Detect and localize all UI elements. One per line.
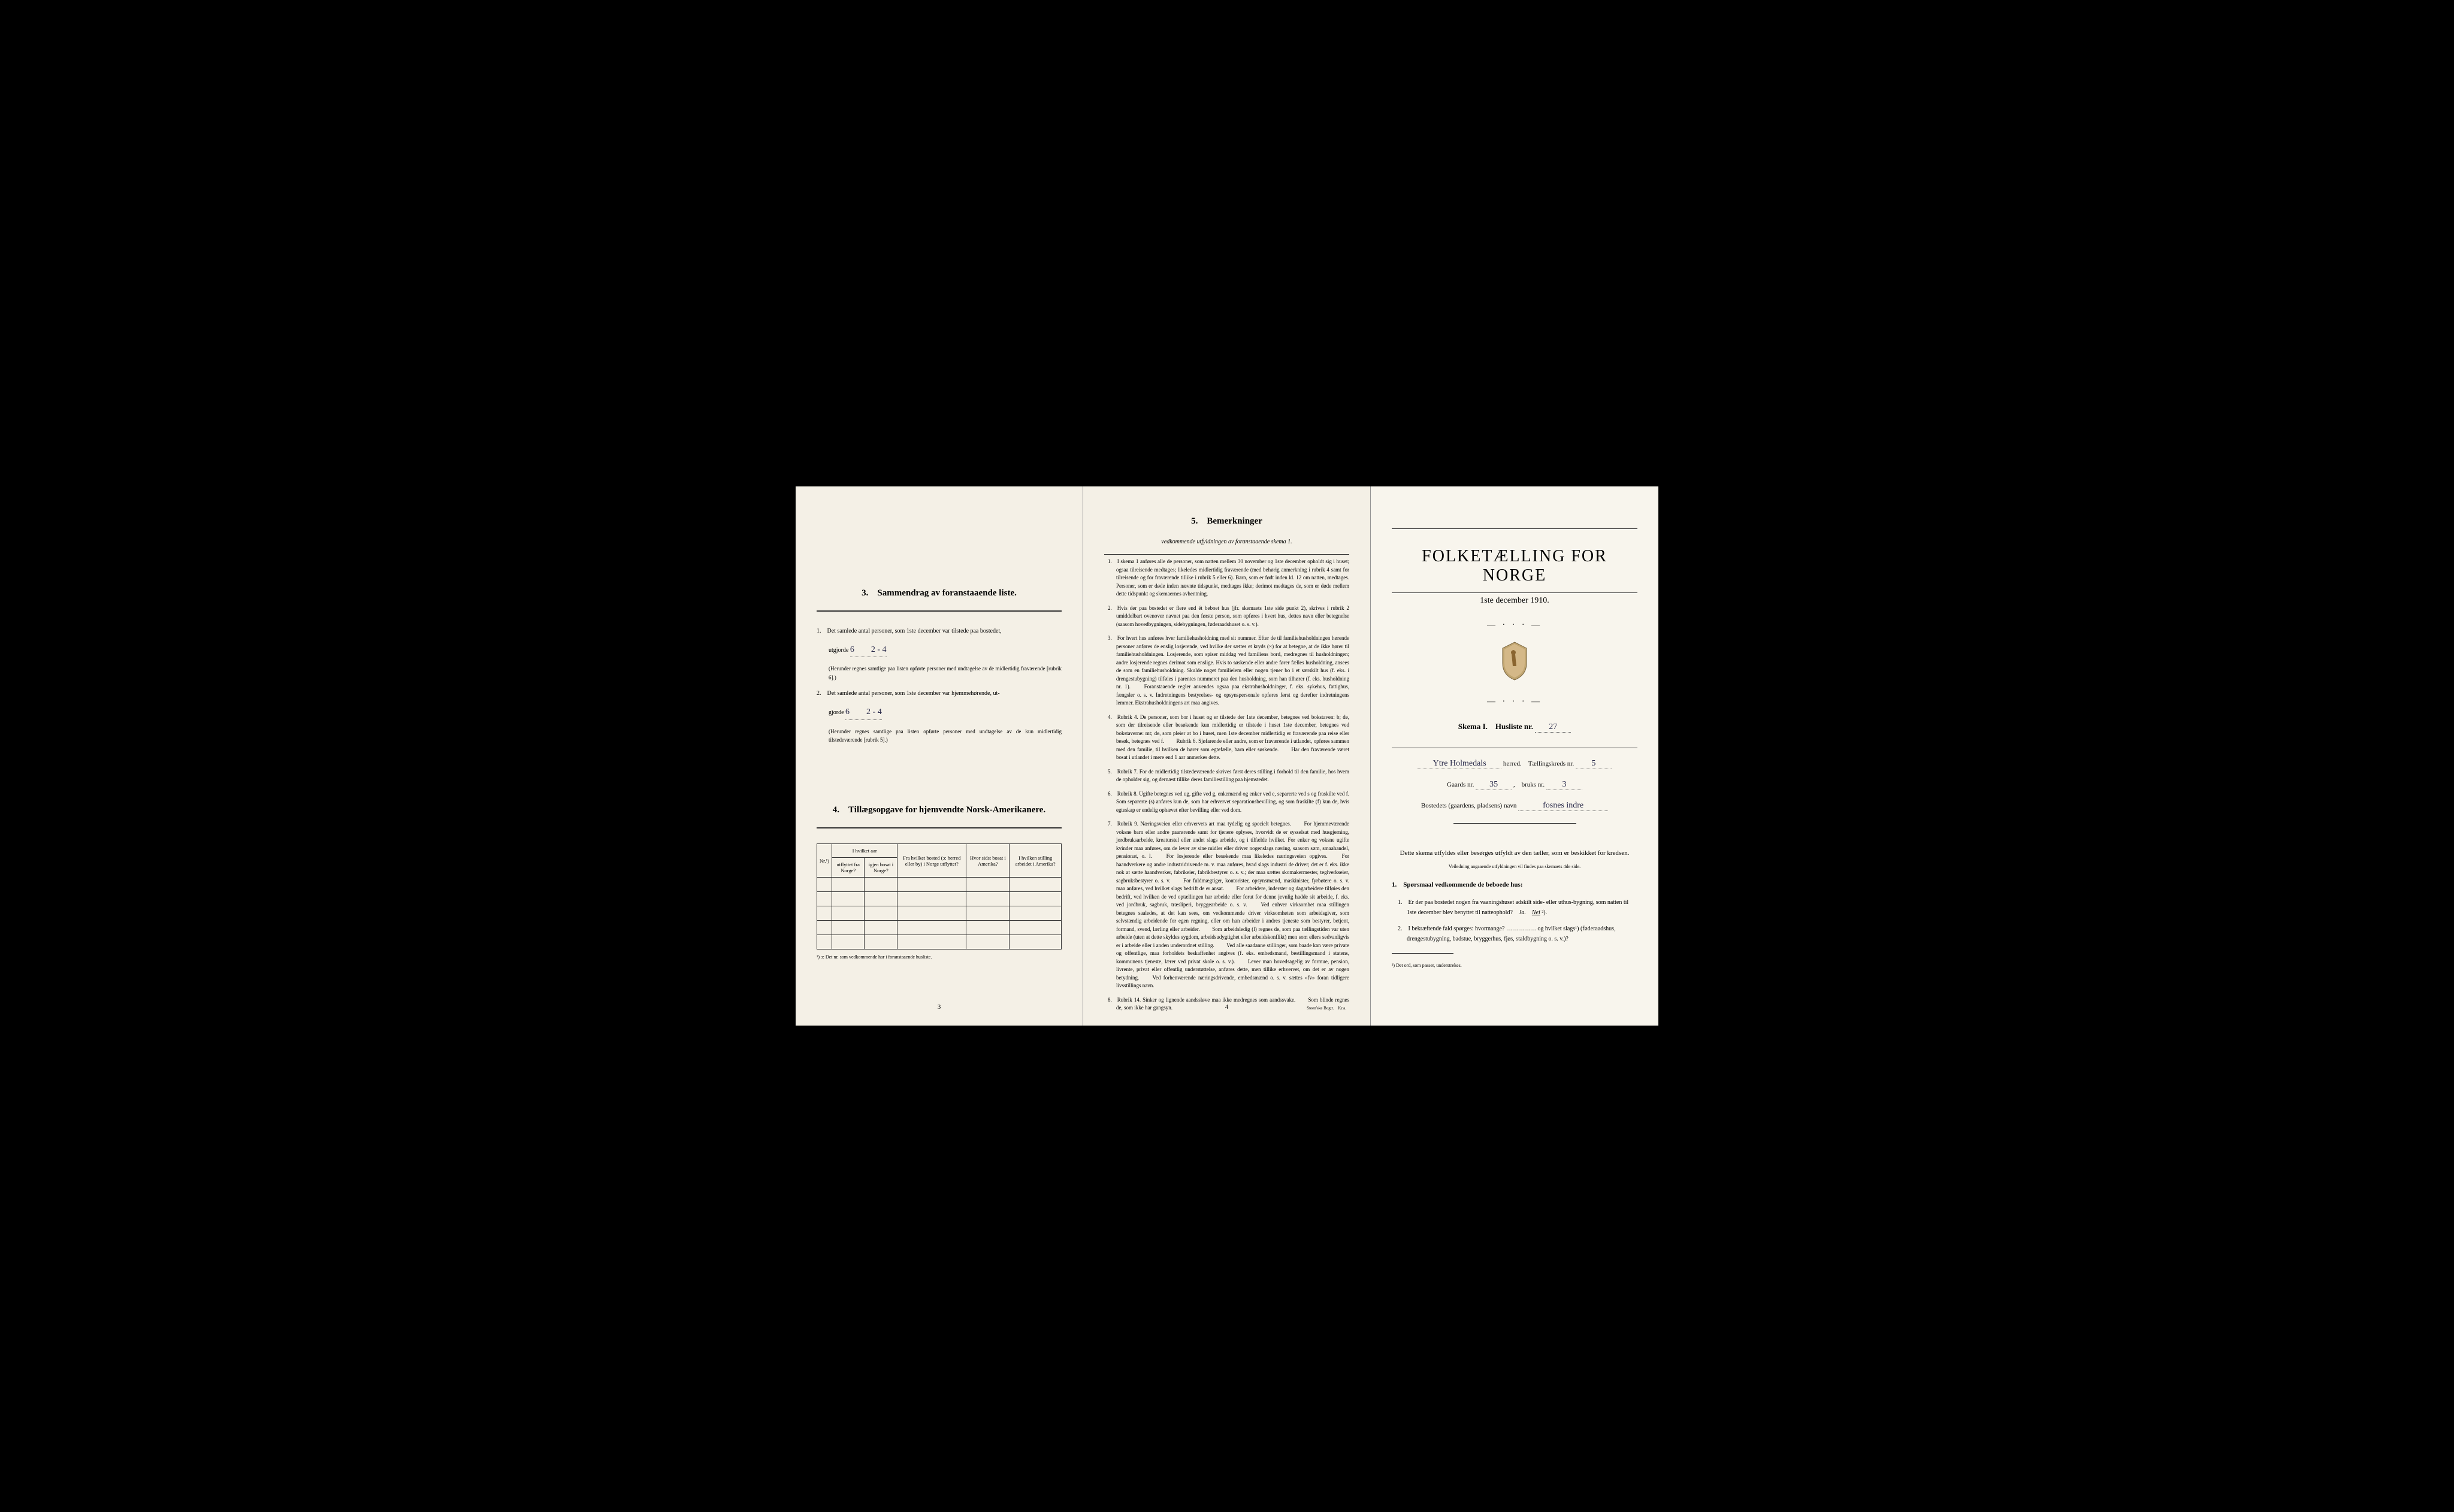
bemerkning-item: 7. Rubrik 9. Næringsveien eller erhverve… — [1104, 820, 1349, 990]
section4-title: 4. Tillægsopgave for hjemvendte Norsk-Am… — [817, 805, 1062, 815]
table-row — [817, 878, 1062, 892]
gaards-line: Gaards nr. 35 , bruks nr. 3 — [1392, 780, 1637, 790]
section3-title: 3. Sammendrag av foranstaaende liste. — [817, 588, 1062, 598]
herred-handwritten: Ytre Holmedals — [1418, 759, 1501, 769]
page-number: 3 — [938, 1003, 941, 1011]
question-heading: 1. Spørsmaal vedkommende de beboede hus: — [1392, 881, 1637, 888]
table-footnote: ¹) ɔ: Det nr. som vedkommende har i fora… — [817, 954, 1062, 960]
divider — [1104, 554, 1349, 555]
table-row — [817, 892, 1062, 906]
divider — [1392, 953, 1453, 954]
bemerkning-item: 5. Rubrik 7. For de midlertidig tilstede… — [1104, 768, 1349, 784]
footnote: ²) Det ord, som passer, understrekes. — [1392, 963, 1637, 968]
q-head-text: 1. Spørsmaal vedkommende de beboede hus: — [1392, 881, 1523, 888]
intro-sub: Veiledning angaaende utfyldningen vil fi… — [1392, 864, 1637, 869]
th-bosat: igjen bosat i Norge? — [865, 858, 897, 878]
ornament: — · · · — — [1392, 697, 1637, 707]
printer-credit: Steen'ske Bogtr. Kr.a. — [1307, 1006, 1346, 1011]
page-middle: 5. Bemerkninger vedkommende utfyldningen… — [1083, 486, 1371, 1026]
th-nr: Nr.¹) — [817, 844, 832, 878]
item2-text: 2. Det samlede antal personer, som 1ste … — [817, 689, 1062, 698]
bemerkning-item: 4. Rubrik 4. De personer, som bor i huse… — [1104, 713, 1349, 762]
gaards-number: 35 — [1476, 780, 1512, 790]
page-left: 3. Sammendrag av foranstaaende liste. 1.… — [796, 486, 1083, 1026]
item1-label: utgjorde — [829, 647, 848, 654]
gaards-label: Gaards nr. — [1447, 781, 1474, 788]
question-1: 1. Er der paa bostedet nogen fra vaaning… — [1392, 897, 1637, 918]
herred-label: herred. Tællingskreds nr. — [1503, 760, 1574, 767]
bruks-label: , bruks nr. — [1513, 781, 1545, 788]
herred-line: Ytre Holmedals herred. Tællingskreds nr.… — [1392, 759, 1637, 769]
item1-handwritten: 6 2 - 4 — [850, 643, 887, 657]
amerikaner-table: Nr.¹) I hvilket aar Fra hvilket bosted (… — [817, 843, 1062, 949]
divider — [1392, 592, 1637, 593]
q1-text: 1. Er der paa bostedet nogen fra vaaning… — [1398, 899, 1628, 916]
bemerkning-item: 6. Rubrik 8. Ugifte betegnes ved ug, gif… — [1104, 790, 1349, 815]
item2-label: gjorde — [829, 709, 844, 716]
table-row — [817, 935, 1062, 949]
husliste-number: 27 — [1535, 722, 1571, 733]
intro-text: Dette skema utfyldes eller besørges utfy… — [1392, 848, 1637, 859]
document-spread: 3. Sammendrag av foranstaaende liste. 1.… — [784, 474, 1670, 1038]
bemerkning-item: 1. I skema 1 anføres alle de personer, s… — [1104, 558, 1349, 598]
kreds-number: 5 — [1576, 759, 1612, 769]
th-bosted: Fra hvilket bosted (ɔ: herred eller by) … — [897, 844, 966, 878]
page-right: FOLKETÆLLING FOR NORGE 1ste december 191… — [1371, 486, 1658, 1026]
skema-label: Skema I. Husliste nr. — [1458, 722, 1533, 731]
table-row — [817, 906, 1062, 921]
item2-handwritten: 6 2 - 4 — [845, 706, 882, 719]
th-aar: I hvilket aar — [832, 844, 897, 858]
th-amerika: Hvor sidst bosat i Amerika? — [966, 844, 1010, 878]
section5-title: 5. Bemerkninger — [1104, 516, 1349, 527]
bosted-line: Bostedets (gaardens, pladsens) navn fosn… — [1392, 801, 1637, 811]
bosted-label: Bostedets (gaardens, pladsens) navn — [1421, 802, 1516, 809]
bemerkning-item: 3. For hvert hus anføres hver familiehus… — [1104, 634, 1349, 707]
divider — [1453, 823, 1576, 824]
item1-note: (Herunder regnes samtlige paa listen opf… — [829, 664, 1062, 682]
item2-note: (Herunder regnes samtlige paa listen opf… — [829, 727, 1062, 745]
bemerkninger-list: 1. I skema 1 anføres alle de personer, s… — [1104, 558, 1349, 1012]
item2-value-line: gjorde 6 2 - 4 — [829, 706, 1062, 719]
main-title: FOLKETÆLLING FOR NORGE — [1392, 547, 1637, 585]
item2-pre: 2. Det samlede antal personer, som 1ste … — [817, 690, 1000, 697]
bruks-number: 3 — [1546, 780, 1582, 790]
item1-pre: 1. Det samlede antal personer, som 1ste … — [817, 628, 1002, 634]
bosted-handwritten: fosnes indre — [1518, 801, 1608, 811]
ornament: — · · · — — [1392, 621, 1637, 630]
skema-line: Skema I. Husliste nr. 27 — [1392, 722, 1637, 733]
bemerkning-item: 2. Hvis der paa bostedet er flere end ét… — [1104, 604, 1349, 629]
top-rule — [1392, 528, 1637, 529]
table-row — [817, 921, 1062, 935]
page-number: 4 — [1225, 1003, 1229, 1011]
date-line: 1ste december 1910. — [1392, 596, 1637, 606]
question-2: 2. I bekræftende fald spørges: hvormange… — [1392, 924, 1637, 944]
item1-text: 1. Det samlede antal personer, som 1ste … — [817, 627, 1062, 636]
divider — [817, 827, 1062, 828]
table-header-row: Nr.¹) I hvilket aar Fra hvilket bosted (… — [817, 844, 1062, 858]
th-utflyttet: utflyttet fra Norge? — [832, 858, 865, 878]
th-stilling: I hvilken stilling arbeidet i Amerika? — [1010, 844, 1062, 878]
section5-subtitle: vedkommende utfyldningen av foranstaaend… — [1104, 539, 1349, 545]
divider — [817, 610, 1062, 612]
table-body — [817, 878, 1062, 949]
item1-value-line: utgjorde 6 2 - 4 — [829, 643, 1062, 657]
crest-icon — [1392, 639, 1637, 688]
